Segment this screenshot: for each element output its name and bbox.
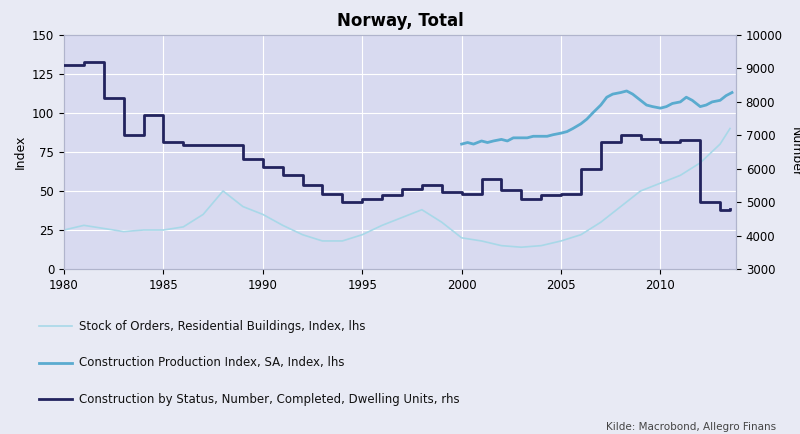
Y-axis label: Index: Index <box>14 135 26 169</box>
Text: Construction by Status, Number, Completed, Dwelling Units, rhs: Construction by Status, Number, Complete… <box>79 393 460 406</box>
Title: Norway, Total: Norway, Total <box>337 13 463 30</box>
Text: Construction Production Index, SA, Index, lhs: Construction Production Index, SA, Index… <box>79 356 345 369</box>
Text: Stock of Orders, Residential Buildings, Index, lhs: Stock of Orders, Residential Buildings, … <box>79 320 366 333</box>
Y-axis label: Number: Number <box>789 127 800 177</box>
Text: Kilde: Macrobond, Allegro Finans: Kilde: Macrobond, Allegro Finans <box>606 422 776 432</box>
